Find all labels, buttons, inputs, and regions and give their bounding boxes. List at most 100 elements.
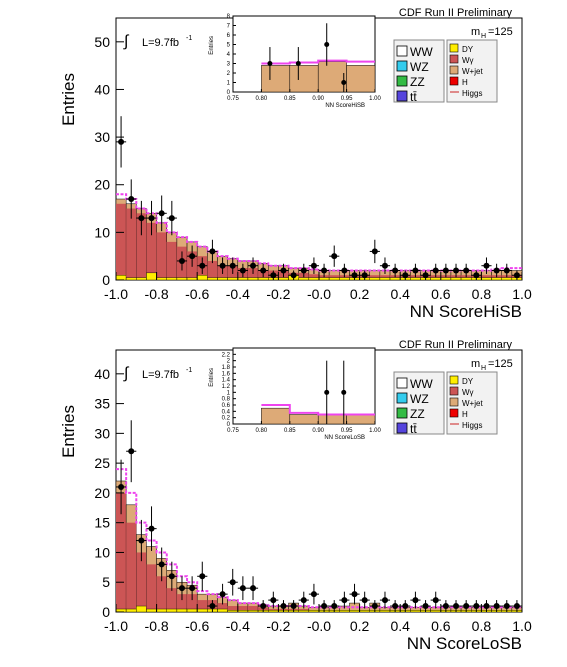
data-point xyxy=(260,603,267,610)
data-point xyxy=(310,591,317,598)
legend-label: W+jet xyxy=(462,67,483,76)
x-tick-label: 1.0 xyxy=(512,618,532,634)
bar-dy xyxy=(237,610,249,613)
y-tick-label: 0 xyxy=(102,604,110,620)
mass-label-value: =125 xyxy=(488,358,513,370)
data-point xyxy=(442,267,449,274)
inset-y-tick-label: 4 xyxy=(227,52,231,58)
data-point xyxy=(270,597,277,604)
lumi-text: L=9.7fb xyxy=(142,369,179,381)
bar-dy xyxy=(125,277,137,281)
mass-label-sub: H xyxy=(481,33,486,40)
bar-dy xyxy=(298,610,310,613)
data-point xyxy=(341,267,348,274)
y-tick-label: 5 xyxy=(102,574,110,590)
inset-x-tick-label: 0.90 xyxy=(312,428,324,434)
y-tick-label: 50 xyxy=(94,34,110,50)
y-tick-label: 0 xyxy=(102,272,110,288)
data-point xyxy=(412,597,419,604)
bar-dy xyxy=(196,275,208,281)
legend-label: ZZ xyxy=(410,407,425,421)
inset-data-point xyxy=(341,389,347,395)
x-tick-label: -1.0 xyxy=(104,286,128,302)
bar-dy xyxy=(247,610,259,613)
bar-dy xyxy=(115,275,127,281)
bar-wgamma xyxy=(126,208,137,280)
x-tick-label: -0.0 xyxy=(307,618,331,634)
bar-dy xyxy=(156,608,167,613)
bar-dy xyxy=(430,610,441,613)
x-tick-label: -0.6 xyxy=(185,618,209,634)
data-point xyxy=(250,262,257,269)
x-axis-label: NN ScoreLoSB xyxy=(407,634,522,653)
data-point xyxy=(361,597,368,604)
experiment-label: CDF Run II Preliminary xyxy=(399,339,513,351)
bar-dy xyxy=(237,277,249,281)
y-tick-label: 35 xyxy=(94,396,110,412)
data-point xyxy=(331,603,338,610)
bar-dy xyxy=(196,608,208,613)
bar-dy xyxy=(481,277,492,281)
bar-wgamma xyxy=(146,564,157,612)
y-tick-label: 30 xyxy=(94,129,110,145)
inset-x-tick-label: 1.00 xyxy=(369,96,381,102)
data-point xyxy=(453,267,460,274)
bar-dy xyxy=(410,610,421,613)
bar-wgamma xyxy=(136,213,147,280)
data-point xyxy=(392,267,399,274)
bar-dy xyxy=(318,277,330,281)
bar-wgamma xyxy=(176,594,188,612)
x-tick-label: 0.4 xyxy=(390,618,410,634)
data-point xyxy=(351,272,358,279)
data-point xyxy=(290,603,297,610)
bar-dy xyxy=(268,610,279,613)
y-tick-label: 30 xyxy=(94,425,110,441)
bar-dy xyxy=(328,277,340,281)
legend-label: WW xyxy=(410,377,433,391)
data-point xyxy=(138,215,145,222)
inset-frame xyxy=(232,347,376,425)
data-point xyxy=(128,196,135,203)
data-point xyxy=(178,257,185,264)
inset-bar xyxy=(317,61,347,93)
bar-dy xyxy=(125,608,137,613)
legend-swatch xyxy=(449,65,459,75)
bar-dy xyxy=(410,277,421,281)
bar-dy xyxy=(217,608,228,613)
y-tick-label: 10 xyxy=(94,224,110,240)
inset-x-tick-label: 0.80 xyxy=(256,96,268,102)
inset-data-point xyxy=(324,42,330,47)
inset-x-tick-label: 0.95 xyxy=(341,96,353,102)
inset-bar xyxy=(346,65,376,93)
legend-swatch xyxy=(449,54,459,64)
inset-y-tick-label: 1 xyxy=(227,390,231,396)
inset-x-tick-label: 0.75 xyxy=(227,428,239,434)
legend-label: tt̄ xyxy=(410,90,417,104)
data-point xyxy=(138,537,145,544)
data-point xyxy=(310,262,317,269)
bar-wgamma xyxy=(217,603,228,612)
data-point xyxy=(118,138,125,145)
data-point xyxy=(361,272,368,279)
legend-swatch xyxy=(396,392,408,404)
bar-wgamma xyxy=(166,241,177,280)
x-tick-label: -0.0 xyxy=(307,286,331,302)
bar-dy xyxy=(176,277,188,281)
legend-label: WZ xyxy=(410,392,429,406)
inset-x-tick-label: 1.00 xyxy=(369,428,381,434)
inset-data-point xyxy=(341,80,347,85)
x-tick-label: -0.4 xyxy=(226,286,250,302)
bar-wgamma xyxy=(126,522,137,612)
bar-dy xyxy=(389,277,401,281)
y-tick-label: 20 xyxy=(94,177,110,193)
inset-x-tick-label: 0.85 xyxy=(284,96,296,102)
inset-y-axis-label: Entries xyxy=(209,368,215,387)
inset-panel: 0 1 2 3 4 5 6 7 8 0.75 0.80 0.85 0.90 0.95 1.00 NN Scor… xyxy=(209,14,381,109)
data-point xyxy=(483,603,490,610)
inset-y-tick-label: 5 xyxy=(227,43,231,49)
data-point xyxy=(402,603,409,610)
bar-dy xyxy=(440,277,452,281)
data-point xyxy=(209,248,216,255)
data-point xyxy=(493,603,500,610)
